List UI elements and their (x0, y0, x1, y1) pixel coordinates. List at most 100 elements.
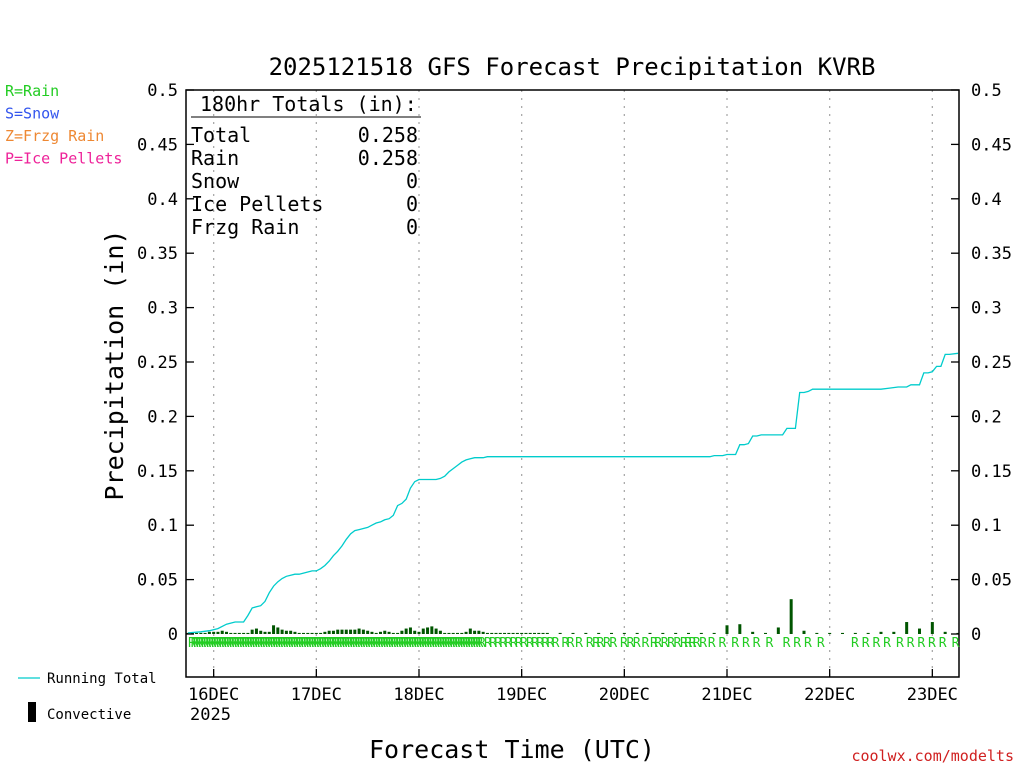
totals-heading: 180hr Totals (in): (200, 92, 417, 116)
ptype-marker: R (541, 636, 549, 651)
ptype-marker: R (396, 636, 404, 651)
bar (438, 630, 442, 634)
totals-row-label: Frzg Rain (191, 215, 299, 239)
ptype-marker: R (437, 636, 445, 651)
bar (212, 631, 216, 634)
bar (199, 632, 203, 634)
y-tick-label-right: 0.45 (971, 135, 1012, 155)
ptype-marker: R (360, 636, 368, 651)
ptype-marker: R (718, 636, 726, 651)
y-tick-label-left: 0.45 (137, 135, 178, 155)
ptype-marker: R (345, 636, 353, 651)
ptype-marker: R (401, 636, 409, 651)
ptype-marker: R (304, 636, 312, 651)
type-legend-item: R=Rain (5, 82, 59, 100)
convective-legend-label: Convective (47, 707, 131, 723)
credit-link[interactable]: coolwx.com/modelts (851, 747, 1014, 765)
ptype-marker: R (552, 636, 560, 651)
bar (524, 632, 528, 634)
ptype-marker: R (419, 636, 427, 651)
bar (263, 631, 267, 634)
ptype-marker: R (347, 636, 355, 651)
ptype-marker: R (872, 636, 880, 651)
bar (661, 632, 665, 634)
totals-row-label: Total (191, 123, 251, 147)
ptype-marker: R (198, 636, 206, 651)
bar (528, 632, 532, 634)
ptype-marker: R (329, 636, 337, 651)
ptype-marker: R (510, 636, 518, 651)
ptype-marker: R (211, 636, 219, 651)
bar (451, 632, 455, 634)
ptype-marker: R (391, 636, 399, 651)
ptype-marker: R (201, 636, 209, 651)
bar (336, 629, 340, 634)
ptype-marker: R (917, 636, 925, 651)
y-tick-label-left: 0.1 (147, 516, 178, 536)
bar (764, 632, 767, 634)
bar (648, 632, 652, 634)
ptype-marker: R (520, 636, 528, 651)
bar (387, 631, 391, 634)
ptype-marker: R (470, 636, 478, 651)
bar (558, 632, 562, 634)
ptype-marker: R (575, 636, 583, 651)
bar (280, 629, 284, 634)
bar (490, 632, 494, 634)
x-tick-label: 23DEC (907, 685, 958, 705)
bar (297, 632, 301, 634)
ptype-marker: R (191, 636, 199, 651)
bar (242, 632, 246, 634)
x-tick-label: 16DEC (188, 685, 239, 705)
bar (464, 631, 468, 634)
ptype-marker: R (411, 636, 419, 651)
ptype-marker: R (699, 636, 707, 651)
ptype-marker: R (339, 636, 347, 651)
ptype-marker: R (319, 636, 327, 651)
bar (314, 632, 318, 634)
ptype-marker: R (460, 636, 468, 651)
bar (250, 629, 254, 634)
bar (413, 630, 417, 634)
y-tick-label-right: 0.25 (971, 353, 1012, 373)
totals-row-value: 0 (406, 192, 418, 216)
ptype-marker: R (229, 636, 237, 651)
bar (237, 632, 241, 634)
bar (276, 627, 280, 634)
bar (225, 631, 228, 634)
ptype-marker: R (383, 636, 391, 651)
ptype-marker: R (393, 636, 401, 651)
bar (456, 632, 459, 634)
ptype-marker: R (434, 636, 442, 651)
ptype-marker: R (234, 636, 242, 651)
bar (361, 629, 365, 634)
y-tick-label-left: 0.15 (137, 462, 178, 482)
bar (597, 632, 601, 634)
ptype-marker: R (731, 636, 739, 651)
running-total-line (187, 352, 959, 634)
ptype-marker: R (447, 636, 455, 651)
bar (943, 631, 947, 634)
bar (622, 632, 626, 634)
ptype-marker: R (804, 636, 812, 651)
ptype-marker: R (244, 636, 252, 651)
y-tick-label-right: 0.3 (971, 299, 1002, 319)
ptype-marker: R (296, 636, 304, 651)
ptype-marker: R (275, 636, 283, 651)
type-legend-item: P=Ice Pellets (5, 150, 122, 168)
x-tick-label: 22DEC (804, 685, 855, 705)
bar (229, 632, 233, 634)
precip-type-markers: RRRRRRRRRRRRRRRRRRRRRRRRRRRRRRRRRRRRRRRR… (188, 636, 960, 651)
bar (396, 632, 400, 634)
bar (511, 632, 515, 634)
ptype-marker: R (386, 636, 394, 651)
ptype-marker: R (375, 636, 383, 651)
ptype-marker: R (216, 636, 224, 651)
ptype-marker: R (626, 636, 634, 651)
x-tick-label: 19DEC (496, 685, 547, 705)
ptype-marker: R (465, 636, 473, 651)
bar (349, 629, 353, 634)
bar (207, 631, 211, 634)
ptype-marker: R (475, 636, 483, 651)
ptype-marker: R (278, 636, 286, 651)
